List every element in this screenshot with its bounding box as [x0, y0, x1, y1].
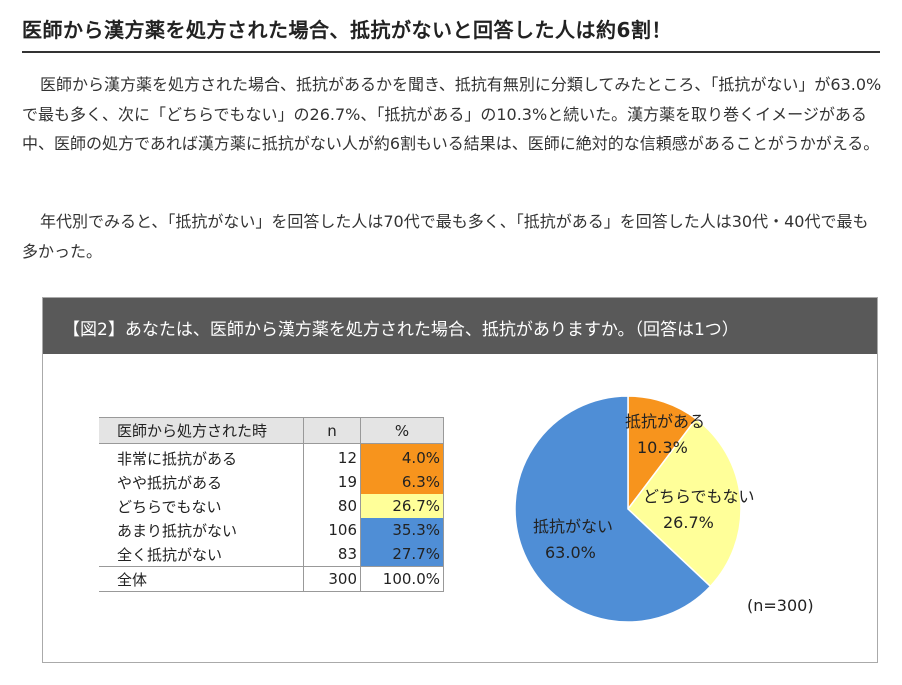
- header-n: n: [303, 417, 361, 444]
- table-row: 非常に抵抗がある 12 4.0%: [99, 443, 444, 470]
- pie-slice-no-resistance: [514, 395, 712, 623]
- table-total-row: 全体 300 100.0%: [99, 566, 444, 592]
- row-n: 106: [303, 518, 361, 542]
- table-row: 全く抵抗がない 83 27.7%: [99, 542, 444, 567]
- slice-value-neutral: 26.7%: [663, 513, 714, 532]
- slice-value-no-resistance: 63.0%: [545, 543, 596, 562]
- total-n: 300: [303, 566, 361, 592]
- row-pct: 6.3%: [360, 470, 444, 494]
- row-n: 83: [303, 542, 361, 567]
- row-label: 全く抵抗がない: [117, 545, 223, 564]
- row-n: 12: [303, 443, 361, 470]
- pie-slice-oppose: [627, 395, 698, 512]
- total-pct: 100.0%: [360, 566, 444, 592]
- sample-size-note: (n=300): [747, 596, 814, 615]
- pie-chart-svg: [514, 395, 742, 623]
- pie-slice-neutral: [626, 417, 742, 588]
- row-label: あまり抵抗がない: [117, 521, 238, 540]
- header-pct: %: [360, 417, 444, 444]
- row-pct: 27.7%: [360, 542, 444, 567]
- slice-label-oppose: 抵抗がある: [625, 412, 706, 431]
- total-label: 全体: [99, 566, 304, 592]
- figure-panel: 【図2】あなたは、医師から漢方薬を処方された場合、抵抗がありますか。（回答は1つ…: [42, 297, 878, 663]
- row-label: どちらでもない: [117, 497, 222, 516]
- row-label: 非常に抵抗がある: [117, 449, 238, 468]
- row-pct: 35.3%: [360, 518, 444, 542]
- figure-title: 【図2】あなたは、医師から漢方薬を処方された場合、抵抗がありますか。（回答は1つ…: [63, 320, 739, 340]
- figure-header: 【図2】あなたは、医師から漢方薬を処方された場合、抵抗がありますか。（回答は1つ…: [43, 298, 877, 354]
- paragraph-2: 年代別でみると、「抵抗がない」を回答した人は70代で最も多く、「抵抗がある」を回…: [22, 207, 884, 266]
- row-label: やや抵抗がある: [117, 473, 223, 492]
- paragraph-1-text: 医師から漢方薬を処方された場合、抵抗があるかを聞き、抵抗有無別に分類してみたとこ…: [22, 75, 882, 153]
- row-n: 19: [303, 470, 361, 494]
- data-table: 医師から処方された時 n % 非常に抵抗がある 12 4.0% やや抵抗がある …: [99, 417, 444, 592]
- headline: 医師から漢方薬を処方された場合、抵抗がないと回答した人は約6割！: [22, 14, 880, 53]
- row-n: 80: [303, 494, 361, 518]
- row-pct: 4.0%: [360, 443, 444, 470]
- table-row: やや抵抗がある 19 6.3%: [99, 470, 444, 494]
- table-row: どちらでもない 80 26.7%: [99, 494, 444, 518]
- paragraph-1: 医師から漢方薬を処方された場合、抵抗があるかを聞き、抵抗有無別に分類してみたとこ…: [22, 70, 884, 159]
- row-pct: 26.7%: [360, 494, 444, 518]
- table-header-row: 医師から処方された時 n %: [99, 417, 444, 444]
- slice-label-neutral: どちらでもない: [643, 487, 755, 506]
- slice-label-no-resistance: 抵抗がない: [533, 517, 614, 536]
- pie-chart: [513, 394, 743, 624]
- slice-value-oppose: 10.3%: [637, 438, 688, 457]
- header-label: 医師から処方された時: [99, 417, 304, 444]
- paragraph-2-text: 年代別でみると、「抵抗がない」を回答した人は70代で最も多く、「抵抗がある」を回…: [22, 212, 869, 261]
- table-row: あまり抵抗がない 106 35.3%: [99, 518, 444, 542]
